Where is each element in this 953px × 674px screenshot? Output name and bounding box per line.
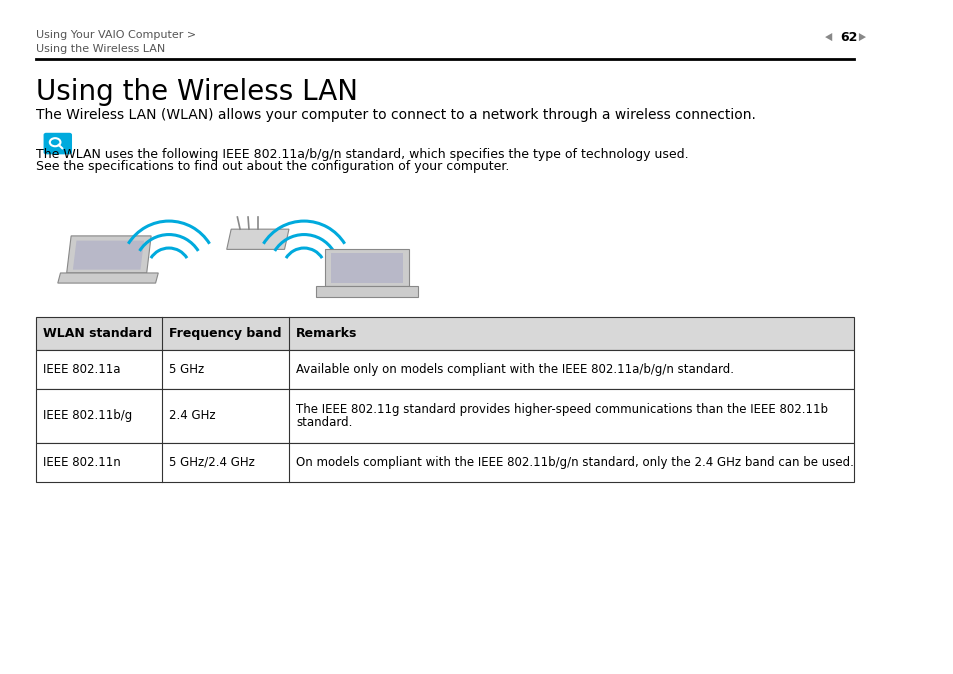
FancyBboxPatch shape — [44, 133, 71, 154]
Polygon shape — [324, 249, 409, 286]
Text: Using the Wireless LAN: Using the Wireless LAN — [35, 78, 357, 106]
Polygon shape — [227, 229, 289, 249]
Text: 2.4 GHz: 2.4 GHz — [170, 409, 216, 423]
Text: IEEE 802.11n: IEEE 802.11n — [43, 456, 120, 469]
Text: IEEE 802.11a: IEEE 802.11a — [43, 363, 120, 376]
Text: IEEE 802.11b/g: IEEE 802.11b/g — [43, 409, 132, 423]
Text: See the specifications to find out about the configuration of your computer.: See the specifications to find out about… — [35, 160, 508, 173]
FancyBboxPatch shape — [35, 389, 853, 443]
Text: WLAN standard: WLAN standard — [43, 327, 152, 340]
Text: 5 GHz/2.4 GHz: 5 GHz/2.4 GHz — [170, 456, 255, 469]
Text: Using the Wireless LAN: Using the Wireless LAN — [35, 44, 165, 54]
FancyBboxPatch shape — [35, 443, 853, 482]
Polygon shape — [72, 241, 144, 270]
FancyBboxPatch shape — [35, 350, 853, 389]
Text: Available only on models compliant with the IEEE 802.11a/b/g/n standard.: Available only on models compliant with … — [296, 363, 734, 376]
Text: On models compliant with the IEEE 802.11b/g/n standard, only the 2.4 GHz band ca: On models compliant with the IEEE 802.11… — [296, 456, 853, 469]
Text: Frequency band: Frequency band — [170, 327, 282, 340]
Polygon shape — [331, 253, 402, 283]
Text: 5 GHz: 5 GHz — [170, 363, 205, 376]
Polygon shape — [858, 33, 865, 41]
Polygon shape — [315, 286, 417, 297]
Text: Using Your VAIO Computer >: Using Your VAIO Computer > — [35, 30, 195, 40]
Text: standard.: standard. — [296, 416, 353, 429]
Text: The WLAN uses the following IEEE 802.11a/b/g/n standard, which specifies the typ: The WLAN uses the following IEEE 802.11a… — [35, 148, 687, 161]
Text: 62: 62 — [840, 30, 857, 44]
Text: Remarks: Remarks — [296, 327, 357, 340]
Polygon shape — [58, 273, 158, 283]
Polygon shape — [824, 33, 831, 41]
Text: The IEEE 802.11g standard provides higher-speed communications than the IEEE 802: The IEEE 802.11g standard provides highe… — [296, 402, 827, 416]
FancyBboxPatch shape — [35, 317, 853, 350]
Polygon shape — [67, 236, 151, 273]
Text: The Wireless LAN (WLAN) allows your computer to connect to a network through a w: The Wireless LAN (WLAN) allows your comp… — [35, 108, 755, 122]
